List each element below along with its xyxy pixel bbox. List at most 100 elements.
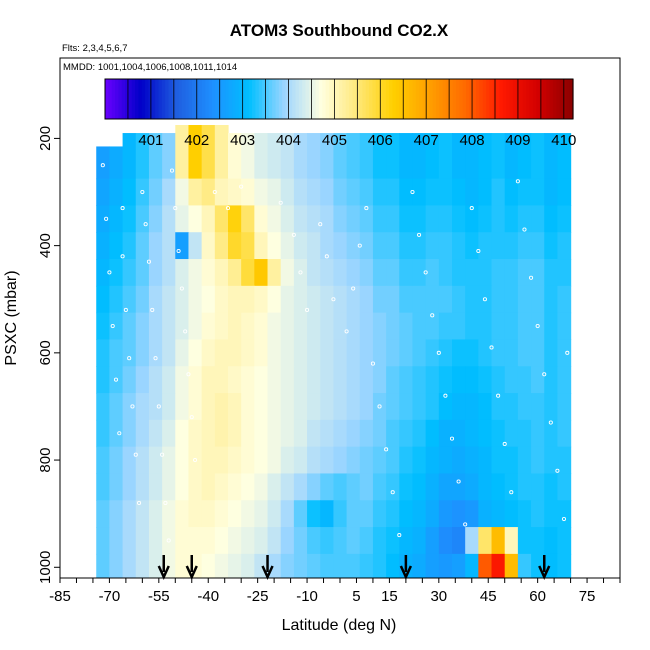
heatmap-cell bbox=[504, 285, 519, 314]
colorbar-segment bbox=[559, 79, 564, 119]
heatmap-cell bbox=[399, 232, 414, 260]
heatmap-cell bbox=[201, 553, 216, 578]
colorbar-segment bbox=[519, 79, 524, 119]
heatmap-cell bbox=[241, 553, 255, 578]
heatmap-cell bbox=[188, 205, 203, 233]
heatmap-cell bbox=[122, 133, 137, 180]
flight-arrow-head bbox=[399, 565, 413, 581]
heatmap-cell bbox=[478, 232, 493, 260]
heatmap-cell bbox=[386, 553, 400, 578]
colorbar-segment bbox=[298, 79, 303, 119]
heatmap-cell bbox=[425, 527, 440, 555]
colorbar-segment bbox=[429, 79, 434, 119]
heatmap-cell bbox=[122, 285, 137, 314]
colorbar-segment bbox=[362, 79, 367, 119]
heatmap-cell bbox=[359, 446, 374, 475]
colorbar-segment bbox=[462, 79, 467, 119]
observation-marker bbox=[384, 447, 389, 452]
heatmap-cell bbox=[557, 312, 572, 341]
heatmap-cell bbox=[228, 473, 242, 501]
heatmap-cell bbox=[465, 366, 479, 394]
heatmap-cell bbox=[399, 133, 414, 180]
heatmap-cell bbox=[425, 500, 440, 528]
colorbar-segment bbox=[205, 79, 210, 119]
colorbar-segment bbox=[445, 79, 450, 119]
heatmap-cell bbox=[412, 527, 427, 555]
heatmap-cell bbox=[109, 527, 124, 555]
heatmap-cell bbox=[544, 553, 559, 578]
observation-marker bbox=[305, 307, 310, 313]
heatmap-cell bbox=[228, 553, 242, 578]
colorbar-segment bbox=[529, 79, 534, 119]
heatmap-cell bbox=[557, 133, 572, 180]
heatmap-cell bbox=[478, 285, 493, 314]
heatmap-cell bbox=[175, 473, 190, 501]
observation-marker bbox=[430, 313, 435, 318]
heatmap-cell bbox=[372, 419, 387, 448]
heatmap-cell bbox=[254, 473, 269, 501]
flight-arrow-head bbox=[157, 565, 170, 581]
heatmap-cell bbox=[517, 339, 532, 367]
heatmap-cell bbox=[333, 312, 348, 341]
heatmap-cell bbox=[346, 393, 361, 421]
colorbar-segment bbox=[372, 79, 377, 119]
heatmap-cell bbox=[320, 446, 335, 475]
heatmap-cell bbox=[148, 446, 163, 475]
heatmap-cell bbox=[214, 232, 229, 260]
colorbar-tick-label: 404 bbox=[276, 132, 301, 149]
observation-marker bbox=[186, 372, 191, 377]
colorbar-segment bbox=[211, 79, 216, 119]
flight-arrows bbox=[157, 555, 551, 581]
heatmap-cell bbox=[333, 527, 348, 555]
observation-marker bbox=[423, 270, 428, 275]
heatmap-cell bbox=[438, 205, 453, 233]
colorbar-segment bbox=[312, 79, 317, 119]
colorbar-tick-label: 406 bbox=[368, 132, 393, 149]
heatmap-cell bbox=[201, 125, 216, 180]
observation-marker bbox=[239, 184, 244, 189]
heatmap-cell bbox=[386, 259, 400, 287]
heatmap-cell bbox=[372, 259, 387, 287]
heatmap-cell bbox=[254, 133, 269, 180]
heatmap-cell bbox=[359, 500, 374, 528]
heatmap-cell bbox=[201, 366, 216, 394]
colorbar-segment bbox=[385, 79, 390, 119]
heatmap-cell bbox=[346, 419, 361, 448]
heatmap-cell bbox=[241, 285, 255, 314]
heatmap-cell bbox=[280, 393, 295, 421]
heatmap-cell bbox=[122, 259, 137, 287]
heatmap-cell bbox=[438, 500, 453, 528]
y-tick-label: 200 bbox=[37, 126, 54, 151]
heatmap-cell bbox=[135, 259, 150, 287]
heatmap-cell bbox=[386, 205, 400, 233]
heatmap-cell bbox=[557, 527, 572, 555]
observation-marker bbox=[417, 232, 422, 237]
heatmap-cell bbox=[438, 527, 453, 555]
x-tick-label: -40 bbox=[197, 588, 219, 605]
heatmap-cell bbox=[491, 285, 506, 314]
heatmap-cell bbox=[452, 312, 466, 341]
heatmap-cell bbox=[333, 419, 348, 448]
heatmap-cell bbox=[478, 259, 493, 287]
heatmap-cell bbox=[412, 500, 427, 528]
observation-markers bbox=[100, 163, 570, 543]
observation-marker bbox=[133, 452, 138, 457]
heatmap-cell bbox=[478, 419, 493, 448]
heatmap-cell bbox=[452, 500, 466, 528]
heatmap-cell bbox=[438, 473, 453, 501]
heatmap-cell bbox=[372, 393, 387, 421]
heatmap-cell bbox=[359, 232, 374, 260]
heatmap-cell bbox=[307, 473, 321, 501]
heatmap-cell bbox=[135, 285, 150, 314]
heatmap-cell bbox=[386, 419, 400, 448]
heatmap-cell bbox=[491, 393, 506, 421]
heatmap-cell bbox=[438, 553, 453, 578]
heatmap-cell bbox=[293, 473, 308, 501]
heatmap-cell bbox=[162, 285, 176, 314]
observation-marker bbox=[390, 490, 395, 495]
heatmap-cell bbox=[109, 473, 124, 501]
heatmap-cell bbox=[425, 419, 440, 448]
heatmap-cell bbox=[148, 232, 163, 260]
heatmap-cell bbox=[386, 285, 400, 314]
heatmap-cell bbox=[214, 527, 229, 555]
